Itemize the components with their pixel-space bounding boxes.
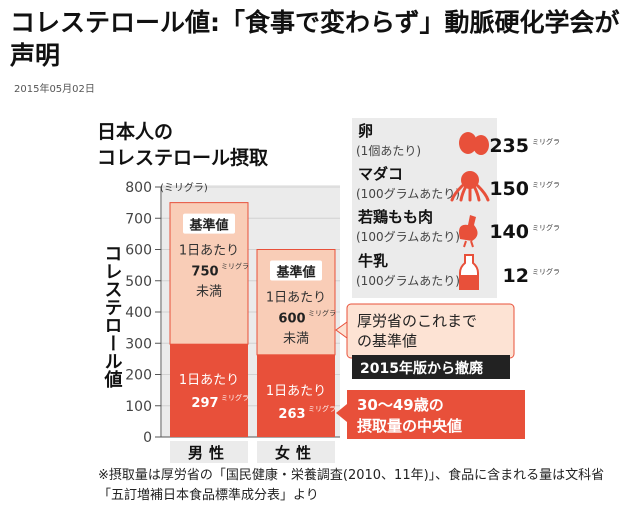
food-row: 若鶏もも肉 (100グラムあたり) 140 ミリグラ — [356, 208, 560, 248]
y-tick-label: 100 — [125, 399, 152, 415]
standard-title-label: 基準値 — [275, 265, 315, 281]
food-unit: ミリグラ — [532, 137, 560, 146]
median-bar — [170, 344, 248, 437]
food-value: 150 — [489, 178, 529, 200]
category-labels: 男性 女性 — [170, 441, 335, 463]
y-tick-label: 200 — [125, 368, 152, 384]
median-note-pointer — [336, 404, 347, 422]
median-unit-label: ミリグラ — [221, 393, 249, 402]
food-row: 卵 (1個あたり) 235 ミリグラ — [356, 122, 560, 158]
food-unit: ミリグラ — [532, 180, 560, 189]
standard-unit-label: ミリグラ — [308, 309, 336, 318]
y-tick-label: 600 — [125, 243, 152, 259]
milk-bottle-icon — [459, 254, 479, 290]
food-name: 牛乳 — [358, 252, 388, 270]
category-box — [257, 441, 335, 463]
food-unit: ミリグラ — [532, 267, 560, 276]
food-row: 牛乳 (100グラムあたり) 12 ミリグラ — [356, 252, 560, 290]
food-portion: (100グラムあたり) — [356, 187, 460, 201]
food-value: 12 — [503, 265, 529, 287]
median-unit-label: ミリグラ — [308, 404, 336, 413]
article-date: 2015年05月02日 — [14, 84, 95, 95]
standard-title-label: 基準値 — [188, 218, 228, 234]
standard-note-pointer — [335, 321, 348, 339]
median-value-label: 297 — [191, 396, 218, 411]
article-headline: コレステロール値:「食事で変わらず」動脈硬化学会が声明 — [10, 8, 620, 70]
rooster-icon — [459, 215, 478, 248]
abolished-badge — [352, 355, 510, 379]
egg-icon — [473, 135, 489, 155]
y-tick-label: 500 — [125, 274, 152, 290]
y-unit-label: (ミリグラ) — [160, 181, 208, 194]
food-unit: ミリグラ — [532, 223, 560, 232]
food-portion: (1個あたり) — [356, 144, 421, 158]
y-tick-label: 300 — [125, 336, 152, 352]
median-perday-label: 1日あたり — [179, 373, 239, 388]
food-name: 若鶏もも肉 — [357, 208, 433, 226]
category-label: 男性 — [188, 444, 230, 462]
food-name: 卵 — [358, 122, 373, 140]
y-tick-label: 800 — [125, 180, 152, 196]
food-portion: (100グラムあたり) — [356, 274, 460, 288]
standard-value-label: 600 — [278, 312, 305, 327]
footnote: ※摂取量は厚労省の「国民健康・栄養調査(2010、11年)」、食品に含まれる量は… — [98, 468, 605, 503]
food-name: マダコ — [358, 165, 403, 183]
category-label: 女性 — [275, 444, 317, 462]
median-note-text: 30〜49歳の 摂取量の中央値 — [357, 396, 462, 435]
food-value: 235 — [489, 135, 529, 157]
standard-perday-label: 1日あたり — [266, 291, 326, 306]
standard-title-box — [270, 260, 322, 281]
food-row: マダコ (100グラムあたり) 150 ミリグラ — [356, 165, 560, 202]
y-tick-label: 400 — [125, 305, 152, 321]
y-tick-labels: 0 100 200 300 400 500 600 700 800 — [125, 180, 152, 446]
median-perday-label: 1日あたり — [266, 384, 326, 399]
standard-note-label: 未満 — [196, 285, 222, 300]
y-axis-title: コレステロール値 — [102, 244, 124, 389]
median-value-label: 263 — [278, 407, 305, 422]
standard-unit-label: ミリグラ — [221, 262, 249, 271]
y-tick-label: 700 — [125, 211, 152, 227]
abolished-badge-text: 2015年版から撤廃 — [360, 360, 484, 377]
food-value: 140 — [489, 221, 529, 243]
median-note-box — [347, 390, 525, 439]
egg-icon — [459, 132, 477, 154]
standard-title-box — [183, 213, 235, 234]
octopus-icon — [450, 171, 490, 202]
chart-title: 日本人の コレステロール摂取 — [97, 120, 268, 169]
food-portion: (100グラムあたり) — [356, 230, 460, 244]
standard-note-label: 未満 — [283, 332, 309, 347]
standard-perday-label: 1日あたり — [179, 244, 239, 259]
category-box — [170, 441, 248, 463]
y-tick-label: 0 — [143, 430, 152, 446]
median-bar — [257, 354, 335, 437]
standard-note-text: 厚労省のこれまで の基準値 — [357, 312, 482, 350]
standard-value-label: 750 — [191, 265, 218, 280]
